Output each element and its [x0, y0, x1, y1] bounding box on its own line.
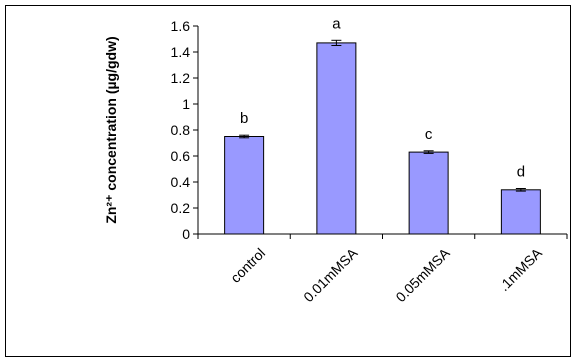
y-tick-label: 1.2: [171, 70, 191, 86]
chart-frame: 0 0.2 0.4 0.6 0.8 1 1.2 1.4 1.6 b a c d control 0.01…: [5, 5, 571, 357]
x-tick-label: .1mMSA: [496, 244, 546, 294]
y-tick-label: 0.2: [171, 200, 191, 216]
significance-letter: d: [517, 164, 525, 181]
significance-letter: a: [332, 15, 341, 32]
significance-letter: b: [240, 110, 248, 127]
bar-0.01mMSA: [316, 42, 357, 235]
y-axis-ticks: 0 0.2 0.4 0.6 0.8 1 1.2 1.4 1.6: [171, 18, 198, 242]
y-tick-label: 0: [182, 226, 190, 242]
y-tick-label: 1.4: [171, 44, 191, 60]
y-tick-label: 1.6: [171, 18, 191, 34]
y-tick-label: 0.8: [171, 122, 191, 138]
bar-control: [224, 136, 265, 235]
y-tick-label: 0.4: [171, 174, 191, 190]
bar-0.05mMSA: [408, 151, 449, 235]
bar-chart: 0 0.2 0.4 0.6 0.8 1 1.2 1.4 1.6 b a c d control 0.01…: [103, 15, 568, 305]
bars: b a c d: [224, 15, 541, 235]
x-tick-label: control: [227, 245, 268, 286]
y-tick-label: 1: [182, 96, 190, 112]
bar-.1mMSA: [500, 189, 541, 235]
y-axis-label: Zn²⁺ concentration (µg/gdw): [103, 36, 119, 223]
x-tick-label: 0.05mMSA: [392, 244, 453, 305]
x-tick-label: 0.01mMSA: [300, 244, 361, 305]
significance-letter: c: [425, 126, 433, 143]
x-axis-labels: control 0.01mMSA 0.05mMSA .1mMSA: [197, 234, 568, 305]
y-tick-label: 0.6: [171, 148, 191, 164]
